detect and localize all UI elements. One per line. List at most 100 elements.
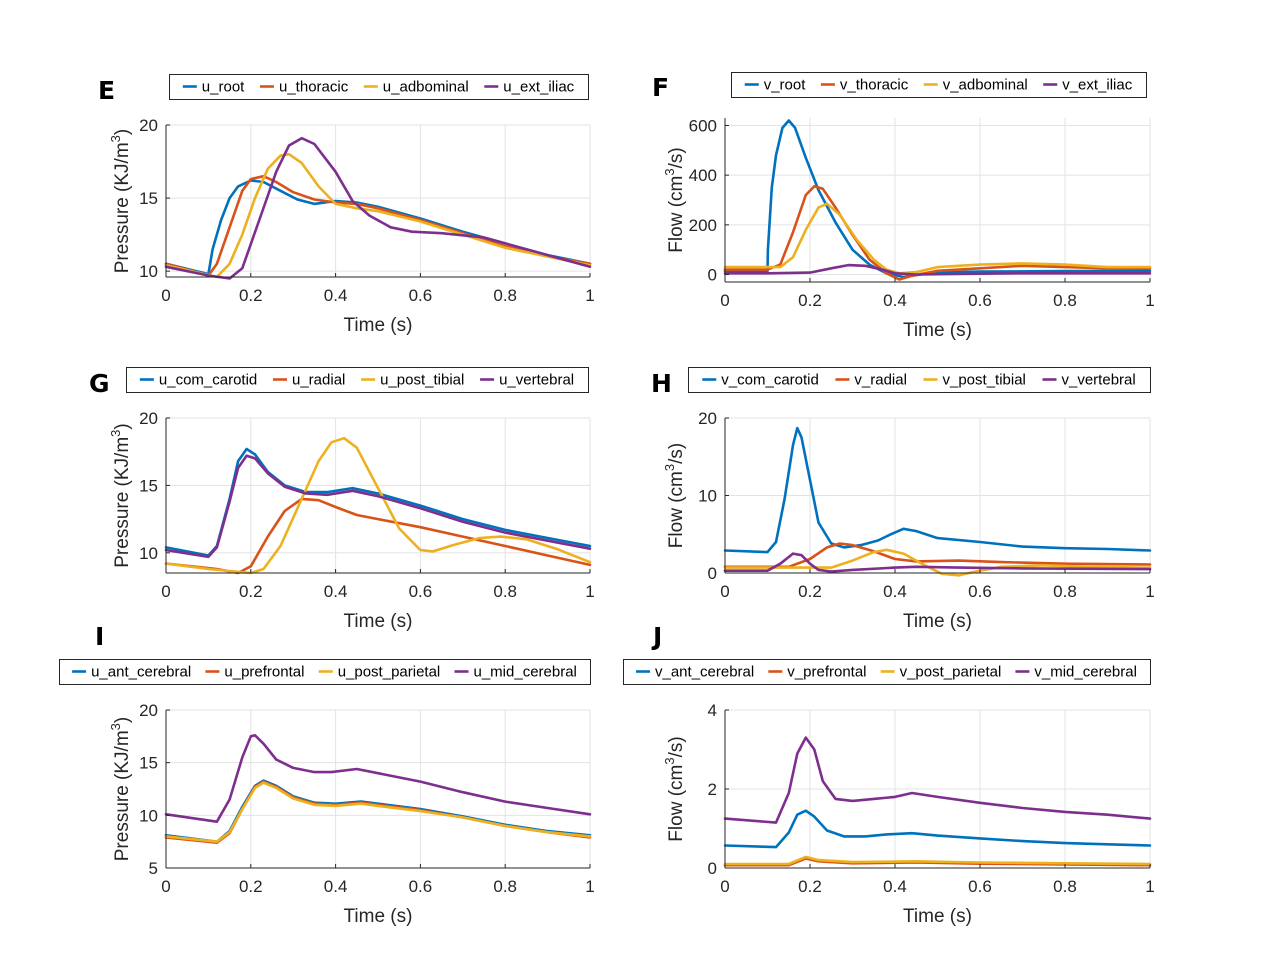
y-tick-label: 200	[689, 216, 717, 235]
panel-letter: F	[652, 73, 669, 102]
y-tick-label: 10	[139, 262, 158, 281]
x-axis-label: Time (s)	[903, 320, 972, 341]
y-tick-label: 15	[139, 476, 158, 495]
y-tick-label: 10	[698, 487, 717, 506]
legend-label-v-radial: v_radial	[854, 372, 907, 389]
x-tick-label: 0	[720, 877, 729, 896]
y-tick-label: 15	[139, 189, 158, 208]
legend: v_root v_thoracic v_adbominal v_ext_iliac	[731, 72, 1147, 98]
legend-label-v-post-parietal: v_post_parietal	[900, 664, 1002, 681]
y-tick-label: 0	[708, 564, 717, 583]
y-tick-label: 20	[139, 116, 158, 135]
x-tick-label: 0	[161, 286, 170, 305]
legend-label-u-ant-cerebral: u_ant_cerebral	[91, 664, 191, 681]
series-line-v-com-carotid	[723, 426, 1152, 554]
x-tick-label: 0	[720, 582, 729, 601]
x-tick-label: 0.2	[798, 582, 822, 601]
y-tick-label: 0	[708, 859, 717, 878]
series-line-v-thoracic	[723, 185, 1152, 281]
x-tick-label: 0.8	[493, 286, 517, 305]
series-line-v-root	[723, 119, 1152, 279]
x-tick-label: 1	[585, 582, 594, 601]
x-axis-label: Time (s)	[344, 315, 413, 336]
legend-label-u-com-carotid: u_com_carotid	[159, 372, 257, 389]
legend-label-v-post-tibial: v_post_tibial	[943, 372, 1026, 389]
series-line-v-adbominal	[723, 202, 1152, 275]
panel-j: 0 0.2 0.4 0.6 0.8 1 0 2 4 Time (s) Flow (cm3/s) Jv_…	[623, 622, 1155, 927]
y-tick-label: 600	[689, 116, 717, 135]
series-line-u-mid-cerebral	[164, 734, 592, 823]
legend-label-u-mid-cerebral: u_mid_cerebral	[474, 664, 577, 681]
legend-label-u-ext-iliac: u_ext_iliac	[503, 79, 574, 96]
legend-label-u-prefrontal: u_prefrontal	[224, 664, 304, 681]
legend-box	[688, 367, 1151, 393]
y-axis-label: Pressure (KJ/m3)	[108, 423, 133, 567]
legend: u_com_carotid u_radial u_post_tibial u_vert…	[126, 367, 589, 393]
x-tick-label: 0.2	[798, 291, 822, 310]
legend: v_com_carotid v_radial v_post_tibial v_vert…	[688, 367, 1151, 393]
x-tick-label: 0.6	[968, 291, 992, 310]
x-tick-label: 0	[720, 291, 729, 310]
y-axis-label: Pressure (KJ/m3)	[108, 717, 133, 861]
series-line-u-adbominal	[164, 152, 592, 279]
y-tick-label: 20	[139, 409, 158, 428]
panel-g: 0 0.2 0.4 0.6 0.8 1 10 15 20 Time (s) Pressure (KJ…	[89, 367, 595, 632]
y-axis-label: Flow (cm3/s)	[662, 443, 687, 548]
legend-label-v-prefrontal: v_prefrontal	[787, 664, 866, 681]
series-line-u-vertebral	[164, 454, 592, 559]
series-line-v-radial	[723, 542, 1152, 569]
y-tick-label: 20	[139, 701, 158, 720]
x-tick-label: 0.8	[1053, 582, 1077, 601]
x-tick-label: 0	[161, 877, 170, 896]
panel-letter: G	[89, 369, 110, 398]
x-tick-label: 0.6	[409, 582, 433, 601]
x-tick-label: 0.8	[493, 582, 517, 601]
y-axis-label: Pressure (KJ/m3)	[108, 129, 133, 273]
y-axis-label: Flow (cm3/s)	[662, 736, 687, 841]
x-tick-label: 0.4	[883, 291, 907, 310]
x-tick-label: 0.8	[1053, 291, 1077, 310]
legend-box	[126, 367, 589, 393]
x-tick-label: 0.2	[239, 877, 263, 896]
x-axis-label: Time (s)	[344, 611, 413, 632]
x-tick-label: 0.4	[324, 582, 348, 601]
y-tick-label: 0	[708, 266, 717, 285]
x-tick-label: 1	[585, 286, 594, 305]
x-tick-label: 0.4	[883, 582, 907, 601]
panel-letter: H	[651, 369, 672, 398]
legend-label-u-radial: u_radial	[292, 372, 345, 389]
x-tick-label: 1	[1145, 582, 1154, 601]
x-tick-label: 0.4	[883, 877, 907, 896]
x-tick-label: 0.4	[324, 286, 348, 305]
y-tick-label: 10	[139, 544, 158, 563]
x-tick-label: 0.8	[493, 877, 517, 896]
x-tick-label: 0.6	[409, 286, 433, 305]
legend-label-u-post-tibial: u_post_tibial	[380, 372, 464, 389]
series-line-v-post-parietal	[723, 855, 1152, 866]
series-line-u-ext-iliac	[164, 136, 592, 280]
legend: v_ant_cerebral v_prefrontal v_post_parieta…	[623, 659, 1151, 685]
legend-label-u-thoracic: u_thoracic	[279, 79, 349, 96]
x-tick-label: 0.8	[1053, 877, 1077, 896]
series-line-v-post-tibial	[723, 548, 1152, 577]
y-tick-label: 5	[149, 859, 158, 878]
legend-label-v-mid-cerebral: v_mid_cerebral	[1034, 664, 1137, 681]
panel-letter: E	[98, 76, 115, 105]
panel-letter: J	[651, 622, 662, 651]
x-tick-label: 0.6	[968, 877, 992, 896]
x-axis-label: Time (s)	[903, 611, 972, 632]
legend-label-u-root: u_root	[202, 79, 245, 96]
panel-e: 0 0.2 0.4 0.6 0.8 1 10 15 20 Time (s) Pressure (KJ…	[98, 74, 595, 336]
y-tick-label: 20	[698, 409, 717, 428]
x-tick-label: 0	[161, 582, 170, 601]
legend-label-v-ext-iliac: v_ext_iliac	[1062, 77, 1133, 94]
panel-letter: I	[95, 622, 104, 651]
legend-label-v-ant-cerebral: v_ant_cerebral	[655, 664, 754, 681]
series-line-u-post-tibial	[164, 436, 592, 575]
x-tick-label: 1	[1145, 291, 1154, 310]
series-line-u-root	[164, 179, 592, 276]
x-tick-label: 0.2	[239, 286, 263, 305]
